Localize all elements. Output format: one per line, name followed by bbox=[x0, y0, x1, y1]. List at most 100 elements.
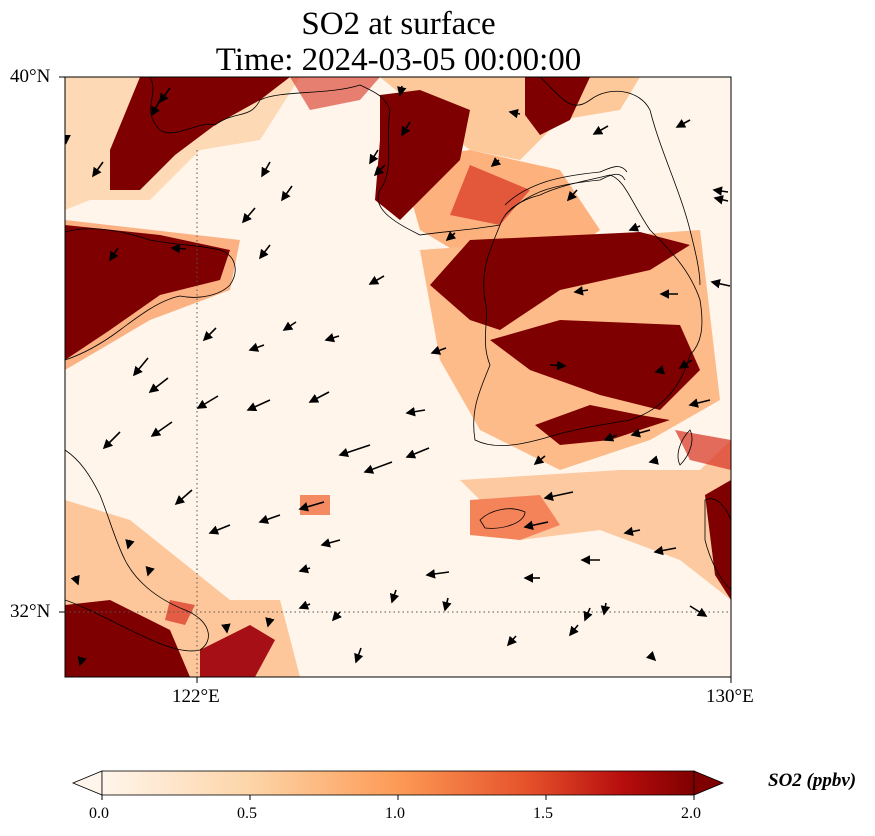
wind-arrow bbox=[592, 125, 609, 135]
coastline bbox=[149, 77, 501, 236]
colorbar-tick: 1.5 bbox=[533, 805, 553, 822]
lon-label-left: 122°E bbox=[172, 686, 220, 707]
so2-hotspot bbox=[65, 600, 190, 677]
wind-arrow bbox=[397, 85, 407, 97]
wind-arrow bbox=[261, 161, 271, 178]
wind-arrow bbox=[653, 545, 677, 556]
wind-arrow bbox=[363, 461, 393, 474]
colorbar-label: SO2 (ppbv) bbox=[768, 770, 857, 791]
wind-arrow bbox=[145, 565, 155, 577]
wind-arrow bbox=[583, 607, 593, 622]
wind-arrow bbox=[549, 360, 567, 371]
wind-arrow bbox=[92, 161, 104, 178]
wind-arrow bbox=[331, 610, 342, 622]
so2-field bbox=[65, 77, 731, 677]
wind-arrow bbox=[150, 421, 173, 437]
wind-arrow bbox=[259, 244, 271, 260]
colorbar-tick: 0.0 bbox=[89, 805, 109, 822]
wind-arrow bbox=[109, 247, 119, 262]
wind-arrow bbox=[354, 647, 364, 664]
jeju-island bbox=[479, 508, 526, 529]
wind-arrow bbox=[132, 357, 149, 377]
colorbar-tick: 2.0 bbox=[681, 805, 701, 822]
wind-arrow bbox=[648, 455, 659, 465]
wind-arrow bbox=[298, 600, 311, 610]
wind-arrow bbox=[533, 455, 546, 465]
so2-hotspot bbox=[525, 77, 590, 135]
wind-arrow bbox=[654, 365, 666, 375]
wind-arrow bbox=[490, 157, 502, 168]
wind-arrow bbox=[324, 333, 340, 343]
wind-arrow bbox=[425, 569, 450, 579]
wind-arrow bbox=[623, 526, 641, 537]
lat-label-bottom: 32°N bbox=[10, 601, 51, 622]
wind-arrow bbox=[688, 398, 711, 408]
coastline bbox=[544, 354, 691, 439]
wind-arrow bbox=[151, 99, 161, 117]
wind-arrow bbox=[430, 345, 447, 355]
wind-arrow bbox=[148, 377, 169, 393]
wind-arrow bbox=[368, 275, 385, 285]
wind-arrow bbox=[678, 359, 693, 369]
so2-hotspot bbox=[165, 600, 195, 625]
lat-label-top: 40°N bbox=[10, 66, 51, 87]
tsushima bbox=[677, 429, 693, 466]
wind-arrow bbox=[258, 514, 281, 524]
so2-hotspot bbox=[430, 232, 690, 330]
wind-arrow bbox=[630, 428, 651, 438]
wind-arrow bbox=[77, 655, 87, 667]
map-title: SO2 at surface bbox=[301, 6, 496, 42]
wind-arrow bbox=[221, 623, 231, 634]
border bbox=[504, 166, 628, 206]
wind-arrow bbox=[712, 186, 729, 196]
graticule bbox=[65, 150, 731, 677]
wind-arrow bbox=[241, 207, 256, 224]
so2-hotspot bbox=[375, 90, 470, 220]
kyushu bbox=[704, 498, 731, 591]
colorbar bbox=[71, 770, 725, 800]
coastline bbox=[473, 224, 546, 446]
wind-arrow bbox=[248, 342, 265, 352]
wind-arrow bbox=[170, 243, 187, 254]
wind-arrow bbox=[405, 406, 426, 417]
wind-arrow bbox=[174, 489, 193, 506]
colorbar-tick: 1.0 bbox=[385, 805, 405, 822]
wind-arrow bbox=[543, 491, 574, 502]
wind-arrow bbox=[573, 286, 589, 296]
wind-arrow bbox=[401, 121, 411, 137]
wind-arrow bbox=[600, 602, 611, 616]
wind-arrow bbox=[405, 447, 430, 459]
wind-arrow bbox=[102, 431, 121, 450]
so2-hotspot bbox=[65, 225, 230, 360]
so2-hotspot bbox=[490, 320, 700, 410]
wind-arrow bbox=[506, 635, 517, 647]
wind-arrow bbox=[645, 650, 657, 662]
wind-arrow bbox=[442, 597, 452, 612]
wind-arrow bbox=[70, 574, 80, 586]
wind-arrow bbox=[159, 87, 171, 104]
wind-arrow bbox=[713, 195, 729, 205]
wind-arrow bbox=[373, 164, 386, 177]
wind-arrow bbox=[308, 391, 330, 403]
so2-hotspot bbox=[290, 77, 380, 110]
wind-arrow bbox=[246, 399, 271, 412]
wind-arrow bbox=[710, 279, 731, 289]
wind-arrow bbox=[298, 501, 325, 512]
wind-arrow bbox=[603, 432, 618, 442]
wind-vectors bbox=[65, 85, 731, 667]
map-frame bbox=[64, 76, 732, 678]
wind-arrow bbox=[569, 624, 579, 637]
coastline bbox=[539, 77, 701, 286]
wind-arrow bbox=[523, 520, 549, 530]
so2-patch bbox=[460, 440, 731, 600]
so2-hotspot bbox=[705, 480, 731, 600]
wind-arrow bbox=[196, 395, 219, 409]
coastline bbox=[65, 228, 236, 361]
wind-arrow bbox=[125, 539, 135, 550]
coastline bbox=[499, 174, 703, 356]
wind-arrow bbox=[320, 538, 341, 548]
wind-arrow bbox=[628, 222, 641, 232]
wind-arrow bbox=[389, 589, 400, 604]
wind-arrow bbox=[298, 564, 311, 574]
coastline bbox=[65, 449, 209, 652]
